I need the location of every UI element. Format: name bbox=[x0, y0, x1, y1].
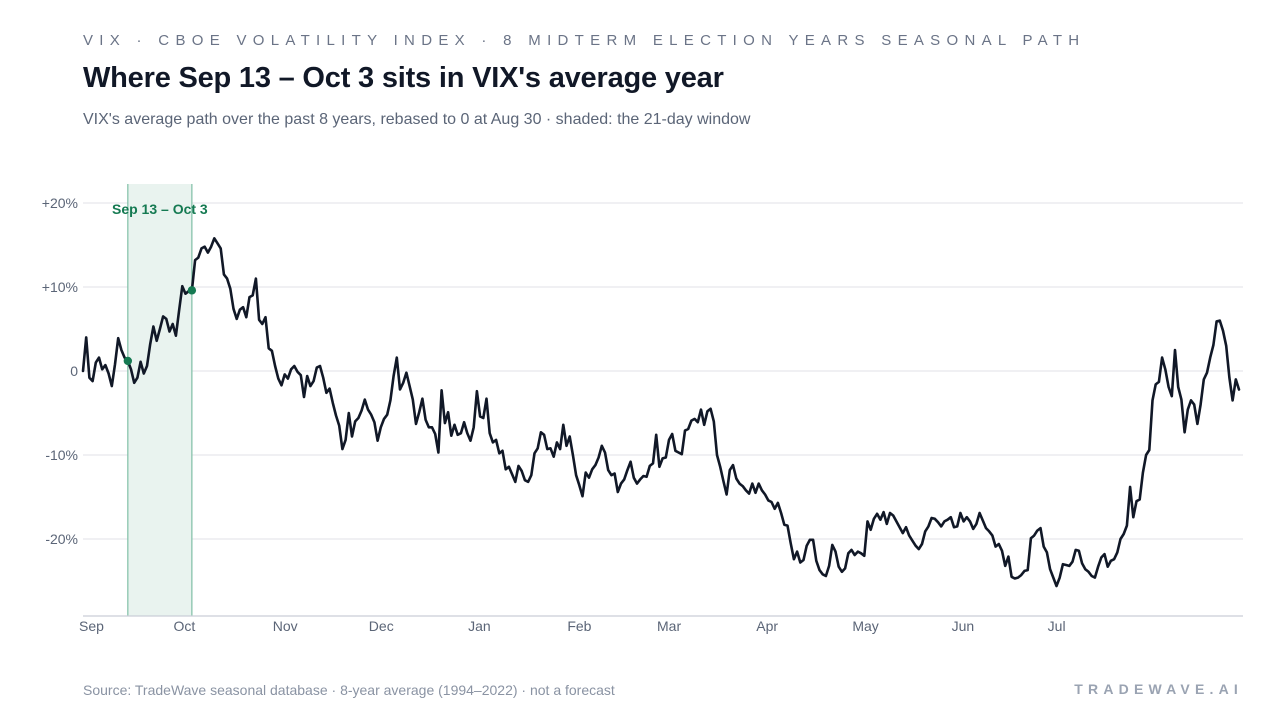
x-tick-label-jul: Jul bbox=[1048, 618, 1066, 634]
x-tick-label-dec: Dec bbox=[369, 618, 394, 634]
footer-source: Source: TradeWave seasonal database · 8-… bbox=[83, 682, 615, 698]
x-tick-label-may: May bbox=[852, 618, 878, 634]
y-tick-label: +10% bbox=[42, 279, 78, 295]
x-tick-label-jan: Jan bbox=[468, 618, 491, 634]
x-tick-label-mar: Mar bbox=[657, 618, 681, 634]
x-tick-label-feb: Feb bbox=[567, 618, 591, 634]
window-end-marker bbox=[187, 286, 197, 295]
x-tick-label-apr: Apr bbox=[756, 618, 778, 634]
x-tick-label-nov: Nov bbox=[273, 618, 298, 634]
series-line-0 bbox=[81, 237, 1241, 588]
x-tick-label-jun: Jun bbox=[952, 618, 975, 634]
x-tick-label-oct: Oct bbox=[173, 618, 195, 634]
chart-title: Where Sep 13 – Oct 3 sits in VIX's avera… bbox=[83, 62, 724, 94]
window-shade bbox=[127, 184, 192, 616]
y-tick-label: -10% bbox=[45, 447, 78, 463]
series-line-layer bbox=[81, 237, 1241, 588]
window-markers bbox=[123, 286, 197, 366]
gridlines bbox=[83, 202, 1243, 540]
y-tick-label: -20% bbox=[45, 531, 78, 547]
window-label: Sep 13 – Oct 3 bbox=[112, 201, 208, 217]
x-tick-label-sep: Sep bbox=[79, 618, 104, 634]
window-start-marker bbox=[123, 356, 133, 366]
y-tick-label: 0 bbox=[70, 363, 78, 379]
highlight-window: Sep 13 – Oct 3 bbox=[112, 184, 208, 616]
y-tick-label: +20% bbox=[42, 195, 78, 211]
axes: +20% +10% 0 -10% -20% Sep Oct Nov Dec Jan Feb Mar Ap… bbox=[42, 195, 1243, 634]
chart-subtitle: VIX's average path over the past 8 years… bbox=[83, 111, 751, 128]
chart-kicker: VIX · CBOE VOLATILITY INDEX · 8 MIDTERM … bbox=[83, 32, 1086, 49]
brand-logo: TRADEWAVE.AI bbox=[1074, 681, 1243, 697]
